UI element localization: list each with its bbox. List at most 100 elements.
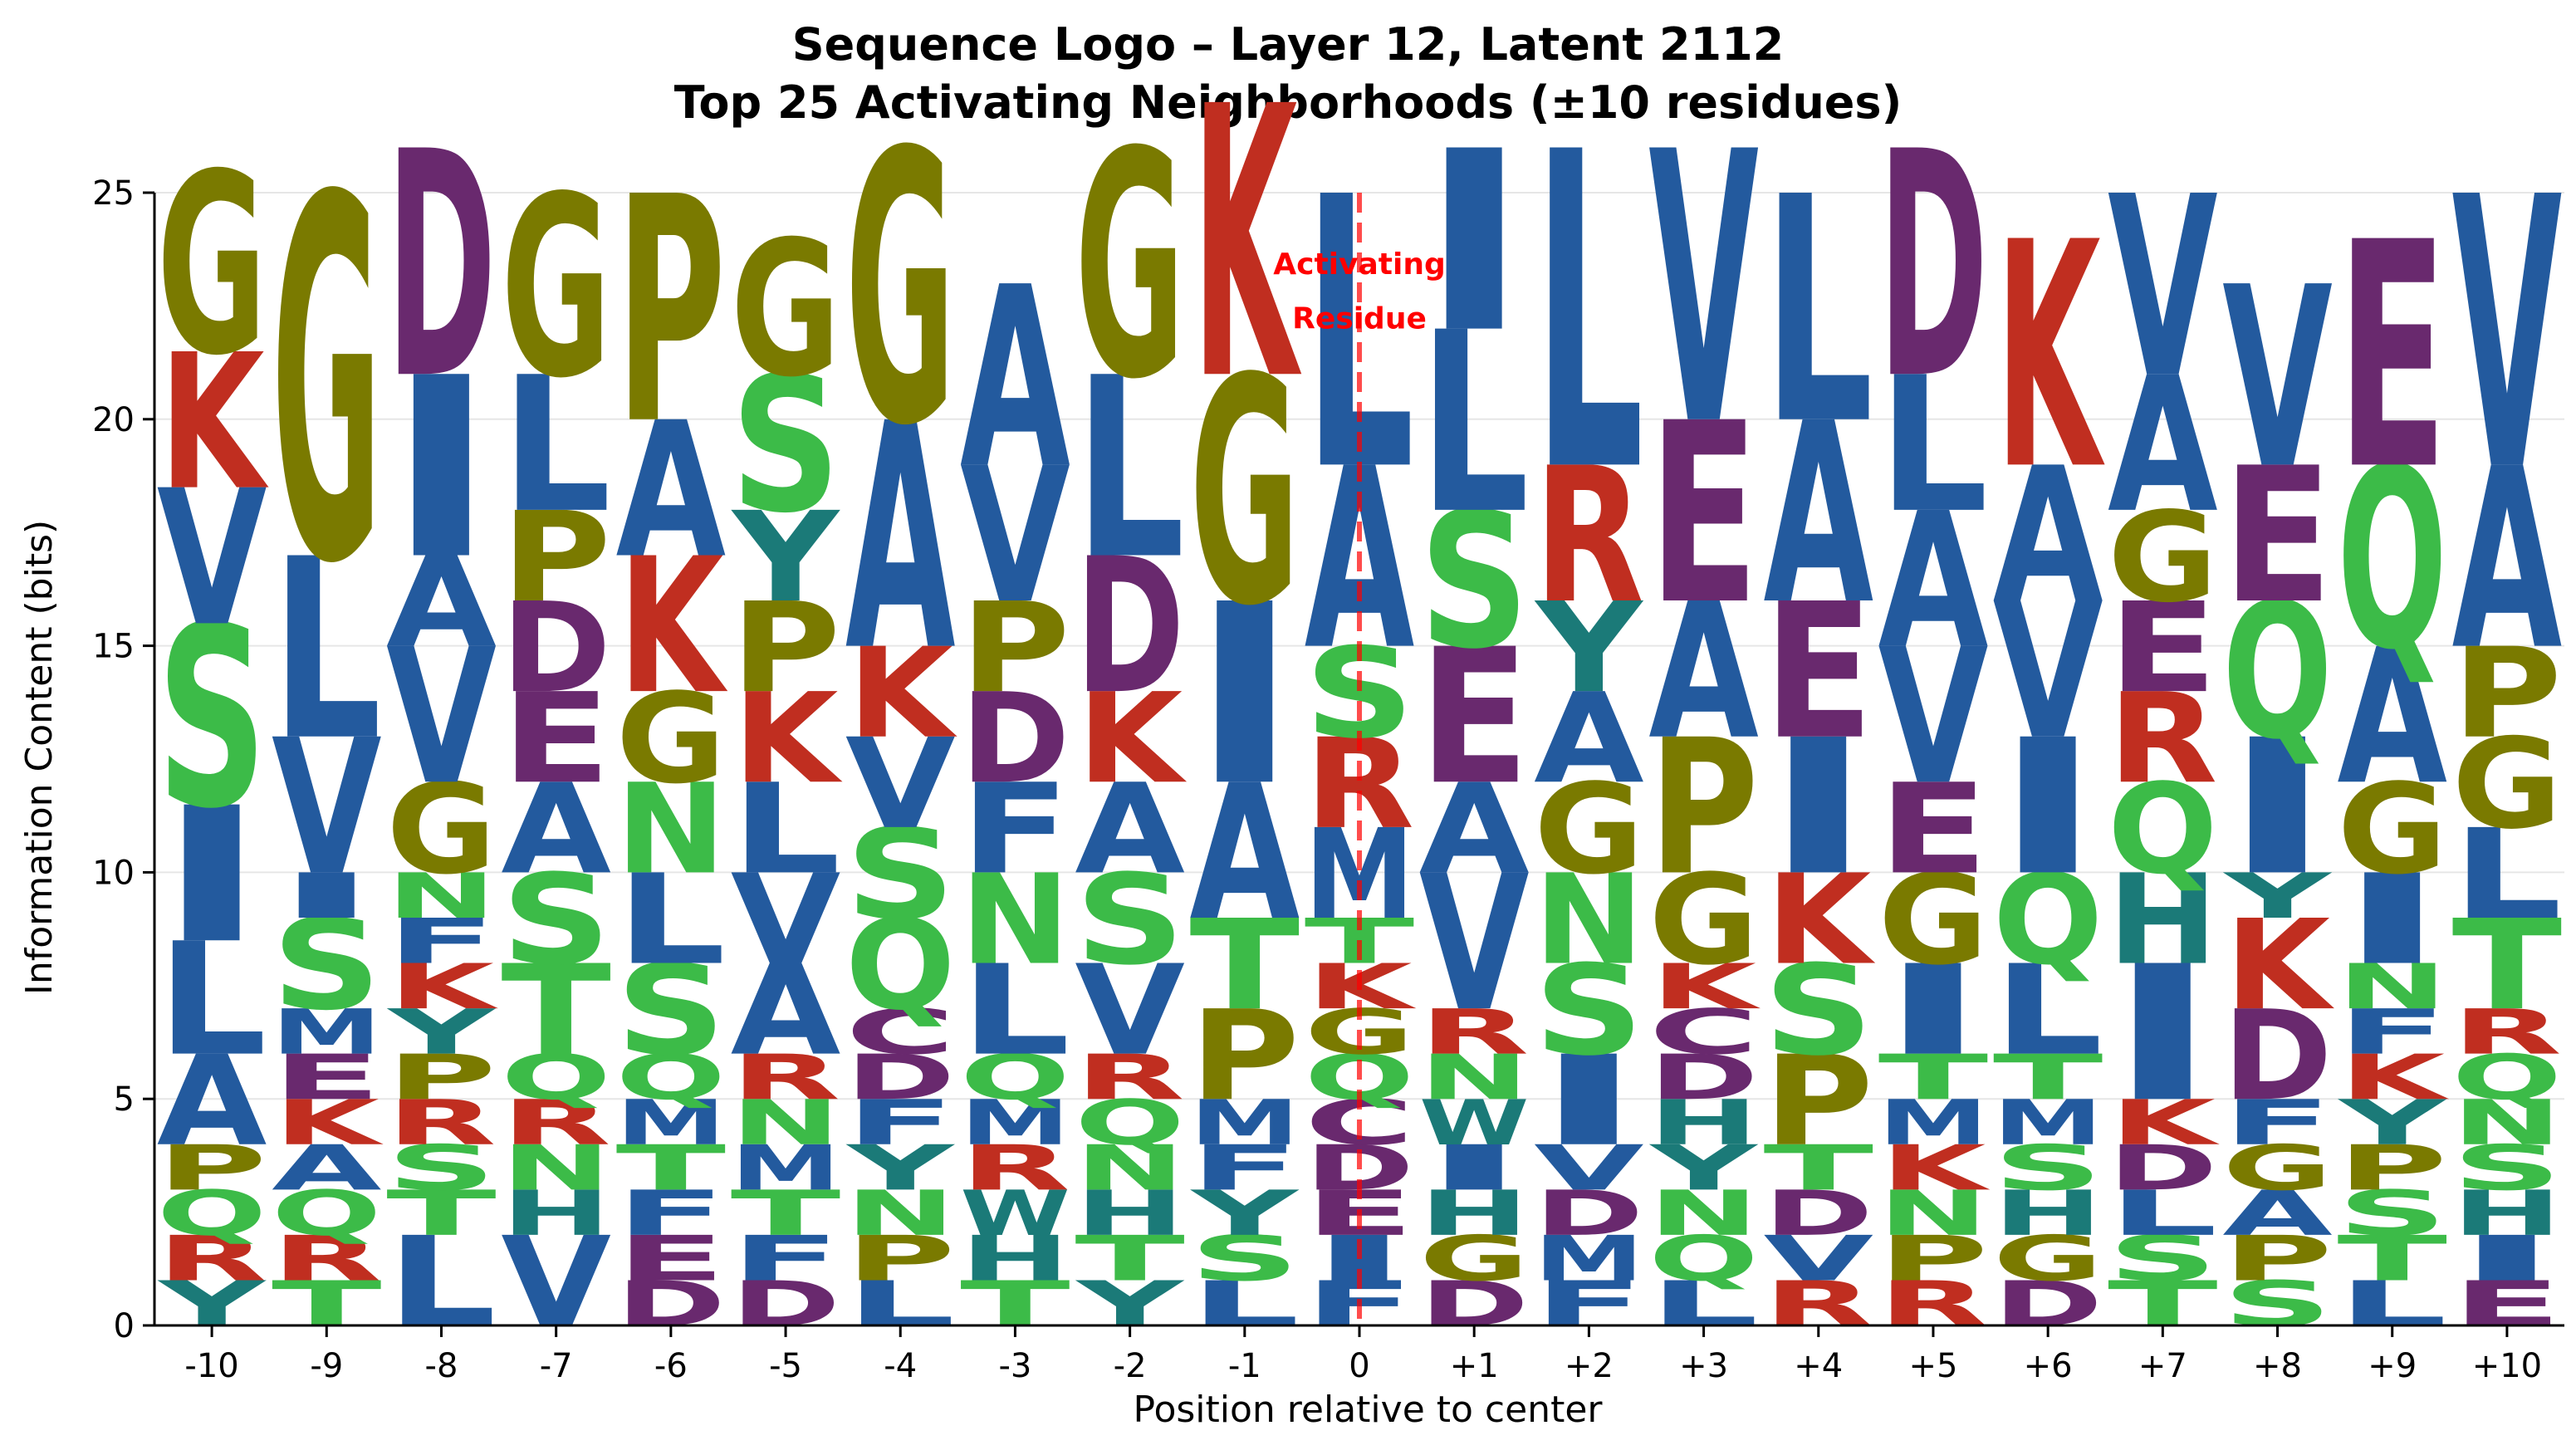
logo-letter: E	[616, 1222, 727, 1295]
x-tick-label: +10	[2472, 1347, 2542, 1385]
logo-letter: R	[1534, 428, 1644, 644]
logo-letter: Q	[616, 1041, 727, 1113]
logo-letter: L	[1075, 325, 1185, 614]
logo-letter: K	[1651, 951, 1761, 1023]
logo-letter: H	[1419, 1178, 1530, 1250]
logo-letter: G	[845, 73, 956, 507]
logo-letter: N	[2337, 951, 2447, 1023]
logo-letter: M	[1878, 1087, 1989, 1159]
logo-letter: R	[960, 1133, 1070, 1205]
y-axis-label: Information Content (bits)	[18, 520, 61, 995]
logo-letter: V	[157, 451, 267, 668]
logo-letter: H	[2108, 849, 2218, 993]
logo-letter: S	[2108, 1223, 2218, 1296]
logo-letter: V	[386, 610, 497, 826]
logo-letter: Q	[960, 1041, 1070, 1113]
logo-letter: C	[845, 996, 956, 1068]
logo-letter: F	[2337, 996, 2447, 1068]
annotation-line-2: Residue	[1292, 302, 1427, 336]
logo-letter: P	[1648, 700, 1759, 917]
logo-letter: V	[2108, 144, 2218, 434]
logo-letter: N	[1878, 1178, 1989, 1250]
logo-letter: L	[2452, 802, 2563, 947]
logo-letter: N	[731, 1087, 841, 1159]
logo-letter: K	[848, 621, 958, 767]
logo-letter: S	[272, 893, 382, 1038]
logo-letter: A	[2337, 610, 2447, 826]
logo-letter: G	[616, 666, 727, 811]
logo-letter: S	[501, 847, 611, 992]
logo-letter: E	[1763, 563, 1873, 781]
logo-letter: Q	[501, 1041, 611, 1113]
logo-letter: F	[386, 905, 497, 977]
x-tick-label: +8	[2253, 1347, 2302, 1385]
logo-letter: V	[1878, 610, 1989, 826]
x-tick-label: -3	[998, 1347, 1031, 1385]
logo-letter: P	[731, 576, 841, 721]
y-tick-label: 25	[92, 174, 135, 213]
logo-letter: N	[2452, 1087, 2563, 1159]
logo-letter: Y	[1534, 576, 1644, 720]
logo-letter: R	[272, 1223, 382, 1296]
logo-letter: T	[386, 1177, 497, 1249]
logo-letter: A	[1075, 757, 1185, 902]
y-axis: 0 5 10 15 20 25	[92, 174, 156, 1345]
logo-letter: I	[2108, 927, 2218, 1144]
logo-letter: G	[2337, 757, 2447, 902]
logo-letter: P	[157, 1132, 267, 1205]
logo-letter: N	[501, 1132, 611, 1204]
logo-letter: I	[1189, 551, 1300, 840]
logo-letter: G	[1648, 847, 1759, 992]
logo-letter: S	[1993, 1133, 2103, 1205]
logo-letter: A	[1534, 667, 1644, 811]
logo-letter: W	[960, 1177, 1070, 1249]
logo-letter: A	[1419, 757, 1530, 902]
logo-letter: E	[501, 666, 611, 811]
x-tick-label: -5	[769, 1347, 802, 1385]
y-tick-label: 10	[92, 854, 135, 892]
logo-letter: T	[1075, 1222, 1185, 1295]
x-tick-label: -4	[884, 1347, 917, 1385]
chart-subtitle: Top 25 Activating Neighborhoods (±10 res…	[674, 76, 1903, 129]
logo-letter: R	[386, 1087, 497, 1159]
logo-letter: L	[272, 506, 382, 795]
logo-letter: Q	[1993, 848, 2103, 992]
logo-letter: M	[616, 1087, 727, 1159]
logo-letter: G	[1878, 847, 1989, 992]
logo-letter: L	[1993, 938, 2103, 1083]
logo-letter: H	[960, 1223, 1070, 1296]
logo-letter: V	[1993, 565, 2103, 781]
logo-letter: E	[2222, 427, 2333, 644]
logo-letter: L	[1534, 61, 1644, 568]
logo-letter: P	[960, 576, 1070, 721]
logo-letter: G	[2452, 711, 2563, 856]
logo-letter: Q	[2337, 415, 2447, 705]
logo-letter: M	[1534, 1223, 1644, 1296]
logo-letter: R	[157, 1223, 267, 1296]
logo-letter: V	[731, 848, 841, 992]
logo-letter: L	[501, 337, 611, 554]
logo-letter: T	[1763, 1132, 1873, 1204]
logo-letter: M	[731, 1133, 841, 1205]
logo-letter: A	[2222, 1178, 2333, 1250]
logo-letter: K	[2339, 1041, 2449, 1114]
logo-letter: A	[731, 938, 841, 1083]
logo-letter: I	[1878, 938, 1989, 1083]
logo-letter: P	[1763, 1030, 1873, 1174]
logo-letter: I	[1534, 1029, 1644, 1173]
logo-letter: H	[1648, 1087, 1759, 1159]
logo-letter: P	[2337, 1132, 2447, 1205]
logo-letter: M	[1993, 1087, 2103, 1159]
logo-letter: A	[960, 234, 1070, 524]
